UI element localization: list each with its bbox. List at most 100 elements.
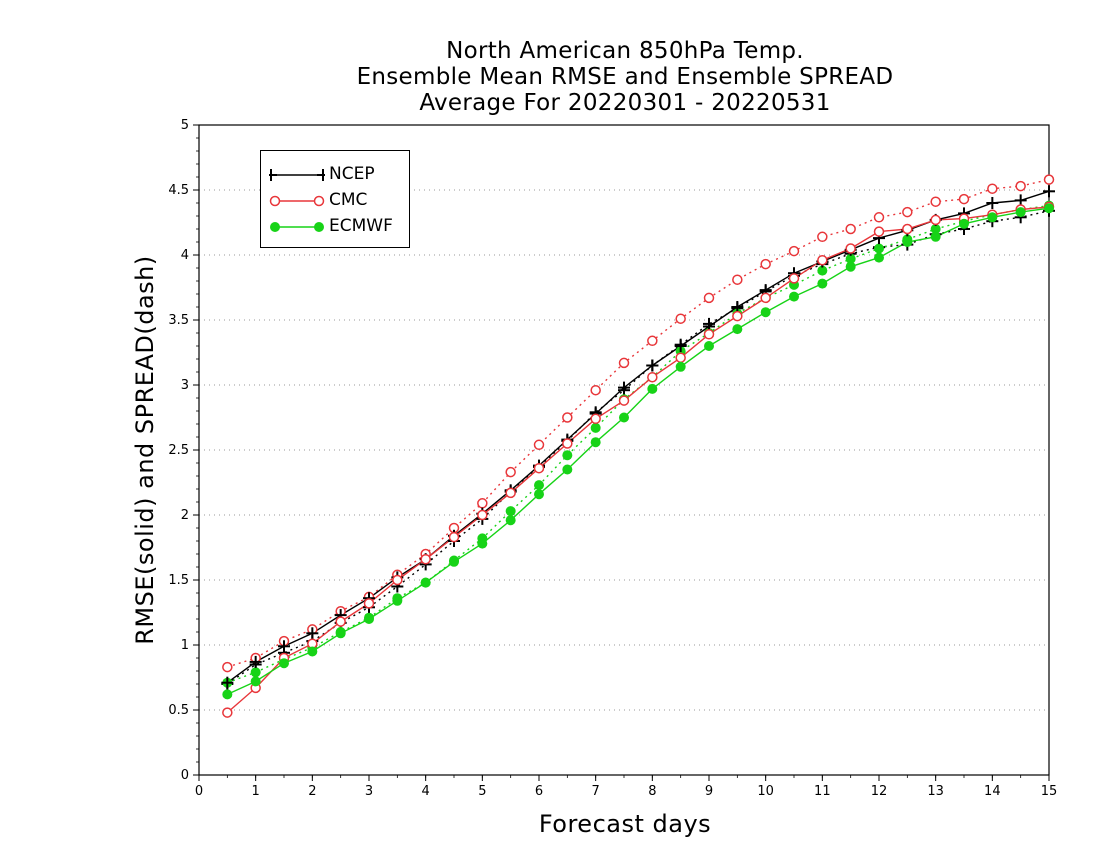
point-ecmwf-spread	[505, 506, 516, 517]
point-ecmwf-rmse	[987, 212, 998, 223]
point-ecmwf-spread	[562, 450, 573, 461]
point-cmc-rmse	[335, 616, 346, 627]
point-ncep-rmse	[221, 676, 234, 689]
point-ecmwf-rmse	[930, 231, 941, 242]
point-cmc-rmse	[420, 553, 431, 565]
x-tick-label: 12	[871, 784, 888, 799]
legend-label-cmc: CMC	[329, 190, 368, 210]
y-tick-label: 3.5	[168, 313, 189, 328]
x-tick-label: 6	[535, 784, 543, 799]
point-ecmwf-rmse	[845, 261, 856, 272]
point-ecmwf-rmse	[307, 646, 318, 657]
point-cmc-rmse	[902, 223, 913, 235]
point-cmc-spread	[788, 245, 800, 257]
point-ecmwf-rmse	[477, 538, 488, 549]
point-cmc-spread	[590, 384, 601, 396]
point-ecmwf-rmse	[760, 307, 771, 318]
y-tick-label: 2	[181, 508, 189, 523]
point-cmc-rmse	[647, 371, 658, 383]
series-line-cmc-rmse	[226, 206, 1050, 714]
x-tick-label: 5	[478, 784, 486, 799]
legend-item-cmc: CMC	[261, 189, 411, 213]
chart-period: Average For 20220301 - 20220531	[419, 90, 831, 116]
point-ecmwf-rmse	[534, 489, 544, 500]
point-ecmwf-rmse	[874, 252, 884, 263]
point-cmc-spread	[533, 439, 545, 451]
point-ecmwf-spread	[534, 480, 544, 491]
point-ecmwf-rmse	[789, 291, 799, 302]
point-ncep-rmse	[278, 640, 290, 653]
legend-swatch-ecmwf	[270, 222, 324, 232]
point-ecmwf-rmse	[704, 341, 714, 351]
y-tick-label: 0	[181, 768, 189, 783]
point-cmc-spread	[987, 183, 998, 194]
x-tick-label: 10	[757, 784, 774, 799]
y-tick-label: 4.5	[168, 183, 189, 198]
point-ecmwf-rmse	[279, 658, 289, 669]
point-ecmwf-rmse	[505, 515, 516, 526]
point-cmc-rmse	[533, 462, 545, 474]
y-tick-label: 2.5	[168, 443, 189, 458]
point-ecmwf-spread	[590, 422, 601, 433]
point-ecmwf-rmse	[449, 556, 459, 567]
series-line-cmc-spread	[227, 178, 1050, 668]
legend-item-ncep: NCEP	[261, 163, 411, 187]
point-cmc-rmse	[760, 292, 771, 304]
point-cmc-spread	[760, 258, 771, 270]
point-ecmwf-rmse	[335, 628, 346, 639]
point-cmc-spread	[675, 313, 686, 324]
legend-swatch-ncep	[269, 169, 325, 181]
x-tick-label: 8	[648, 784, 656, 799]
point-cmc-spread	[873, 212, 885, 223]
chart-title: North American 850hPa Temp.	[446, 38, 804, 64]
point-ecmwf-rmse	[619, 412, 629, 423]
point-cmc-spread	[930, 196, 941, 207]
point-ecmwf-rmse	[647, 383, 658, 394]
point-cmc-rmse	[505, 487, 516, 499]
point-ecmwf-rmse	[364, 614, 374, 624]
point-ecmwf-rmse	[732, 324, 743, 335]
point-ecmwf-rmse	[1044, 203, 1054, 214]
point-cmc-spread	[902, 206, 913, 218]
point-cmc-rmse	[930, 214, 941, 226]
legend-label-ecmwf: ECMWF	[329, 216, 393, 236]
series-line-ecmwf-rmse	[227, 207, 1050, 696]
x-tick-label: 7	[592, 784, 600, 799]
point-ncep-rmse	[1043, 185, 1055, 198]
point-cmc-rmse	[703, 329, 715, 340]
point-ncep-rmse	[674, 340, 687, 352]
legend-swatch-cmc	[269, 195, 325, 207]
point-ncep-rmse	[646, 359, 659, 372]
point-ecmwf-spread	[817, 265, 828, 276]
point-cmc-spread	[222, 661, 233, 673]
point-cmc-rmse	[618, 395, 630, 406]
point-cmc-rmse	[732, 310, 743, 322]
point-ecmwf-rmse	[420, 577, 431, 588]
point-cmc-rmse	[788, 273, 800, 284]
series-line-ncep-spread	[226, 210, 1050, 685]
point-cmc-spread	[1043, 174, 1055, 185]
point-ecmwf-rmse	[392, 595, 403, 606]
point-cmc-spread	[618, 357, 630, 369]
x-tick-label: 11	[814, 784, 831, 799]
y-tick-label: 1.5	[168, 573, 189, 588]
point-cmc-rmse	[448, 531, 460, 543]
y-tick-label: 0.5	[168, 703, 189, 718]
point-cmc-spread	[505, 466, 516, 478]
x-tick-label: 0	[195, 784, 203, 799]
point-ncep-rmse	[249, 655, 262, 668]
x-tick-label: 13	[927, 784, 944, 799]
x-tick-label: 15	[1041, 784, 1058, 799]
point-cmc-spread	[477, 498, 488, 509]
x-tick-label: 4	[422, 784, 430, 799]
y-tick-label: 5	[181, 118, 189, 133]
x-tick-label: 14	[984, 784, 1001, 799]
x-tick-label: 1	[252, 784, 260, 799]
legend-item-ecmwf: ECMWF	[261, 215, 411, 239]
point-cmc-spread	[958, 193, 970, 205]
x-tick-label: 2	[308, 784, 316, 799]
x-axis-label: Forecast days	[538, 810, 712, 838]
point-ecmwf-spread	[250, 667, 261, 678]
point-ecmwf-rmse	[675, 361, 686, 372]
